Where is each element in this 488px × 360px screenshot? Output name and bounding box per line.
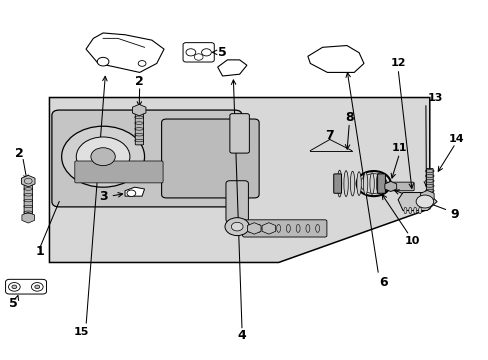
- Text: 4: 4: [237, 329, 246, 342]
- Circle shape: [224, 218, 249, 235]
- FancyBboxPatch shape: [225, 181, 248, 222]
- Text: 1: 1: [35, 245, 44, 258]
- Ellipse shape: [356, 172, 361, 195]
- Text: 6: 6: [378, 276, 387, 289]
- Circle shape: [97, 57, 109, 66]
- Circle shape: [76, 137, 130, 176]
- Text: 7: 7: [325, 129, 333, 142]
- Circle shape: [91, 148, 115, 166]
- Ellipse shape: [403, 207, 406, 214]
- Text: 14: 14: [448, 134, 464, 144]
- Text: 8: 8: [345, 111, 353, 124]
- Polygon shape: [397, 193, 436, 211]
- Ellipse shape: [343, 171, 347, 197]
- Circle shape: [12, 285, 17, 289]
- Circle shape: [61, 126, 144, 187]
- Circle shape: [31, 283, 43, 291]
- Circle shape: [8, 283, 20, 291]
- Text: 10: 10: [404, 236, 420, 246]
- Text: 13: 13: [427, 93, 442, 103]
- Ellipse shape: [413, 207, 416, 214]
- Circle shape: [185, 49, 195, 56]
- FancyBboxPatch shape: [183, 42, 214, 62]
- Circle shape: [201, 49, 211, 56]
- Ellipse shape: [408, 207, 411, 214]
- FancyBboxPatch shape: [426, 168, 432, 193]
- Polygon shape: [86, 33, 163, 72]
- FancyBboxPatch shape: [135, 113, 143, 145]
- FancyBboxPatch shape: [229, 114, 249, 153]
- FancyBboxPatch shape: [161, 119, 259, 198]
- Text: 9: 9: [450, 208, 459, 221]
- FancyBboxPatch shape: [381, 182, 413, 191]
- Text: 2: 2: [15, 147, 23, 159]
- Text: 2: 2: [135, 75, 144, 88]
- Circle shape: [415, 195, 433, 208]
- FancyBboxPatch shape: [24, 185, 32, 217]
- FancyBboxPatch shape: [242, 220, 326, 237]
- Text: 5: 5: [8, 297, 17, 310]
- Ellipse shape: [350, 171, 354, 196]
- FancyBboxPatch shape: [52, 110, 242, 207]
- Text: 11: 11: [391, 143, 407, 153]
- FancyBboxPatch shape: [377, 174, 385, 193]
- Text: 12: 12: [389, 58, 405, 68]
- Circle shape: [138, 60, 146, 66]
- Polygon shape: [49, 98, 429, 262]
- Text: 5: 5: [217, 46, 226, 59]
- Ellipse shape: [363, 172, 367, 195]
- FancyBboxPatch shape: [5, 279, 46, 294]
- Circle shape: [35, 285, 40, 289]
- FancyBboxPatch shape: [75, 161, 163, 183]
- Circle shape: [231, 222, 243, 231]
- Text: 3: 3: [99, 190, 107, 203]
- Text: 15: 15: [73, 327, 89, 337]
- Ellipse shape: [376, 174, 380, 194]
- FancyBboxPatch shape: [333, 174, 341, 193]
- Ellipse shape: [337, 170, 341, 197]
- Polygon shape: [125, 187, 144, 196]
- Circle shape: [194, 54, 203, 60]
- Ellipse shape: [418, 207, 421, 214]
- Circle shape: [127, 190, 136, 197]
- Ellipse shape: [369, 173, 373, 194]
- Polygon shape: [217, 60, 246, 76]
- Polygon shape: [307, 45, 363, 72]
